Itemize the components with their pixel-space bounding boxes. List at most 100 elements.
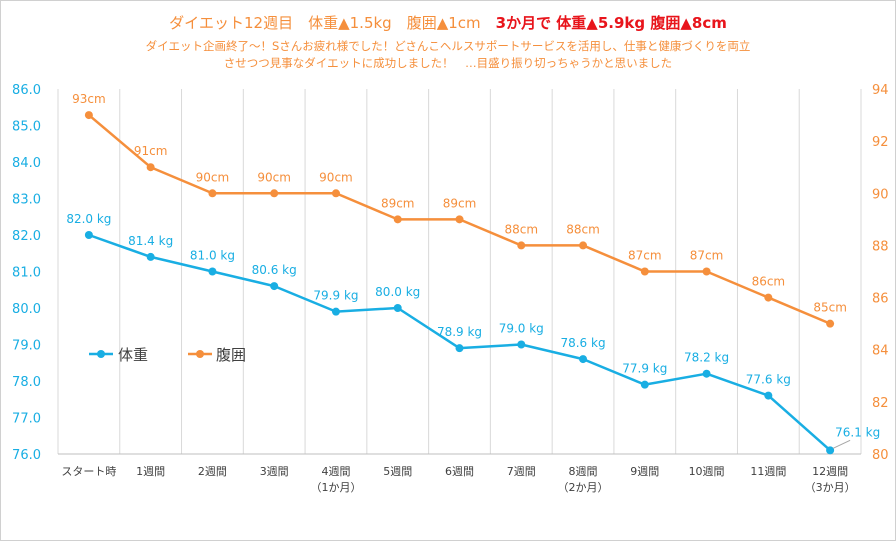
left-axis-ticks: 76.0 77.0 78.0 79.0 80.0 81.0 82.0 83.0 84.0 85.0…: [12, 83, 41, 463]
chart-title: ダイエット12週目 体重▲1.5kg 腹囲▲1cm 3か月で 体重▲5.9kg …: [169, 14, 727, 32]
data-point: [579, 241, 588, 250]
data-point: [455, 344, 464, 353]
left-axis-tick-label: 78.0: [12, 375, 41, 390]
data-label: 85cm: [813, 301, 847, 315]
x-axis-category-label: 1週間: [136, 465, 165, 478]
data-point: [826, 446, 835, 455]
x-axis-category-label: 5週間: [383, 465, 412, 478]
x-axis-category-label: （3か月）: [805, 481, 856, 494]
data-label: 87cm: [690, 249, 724, 263]
data-point: [270, 189, 279, 198]
data-label: 90cm: [196, 170, 230, 184]
right-axis-tick-label: 94: [872, 83, 889, 98]
data-label: 78.6 kg: [560, 336, 605, 350]
data-label: 82.0 kg: [66, 212, 111, 226]
data-point: [640, 380, 649, 389]
data-label: 81.4 kg: [128, 234, 173, 248]
right-axis-tick-label: 82: [872, 396, 889, 411]
data-label: 90cm: [257, 170, 291, 184]
x-axis-category-label: 11週間: [750, 465, 786, 478]
series-weight: 82.0 kg 81.4 kg 81.0 kg 80.6 kg 79.9 kg 80.0 …: [66, 212, 880, 455]
data-label: 91cm: [134, 144, 168, 158]
data-label: 89cm: [381, 196, 415, 210]
legend-weight-marker: [97, 350, 105, 358]
data-point: [702, 369, 711, 378]
chart-title-part-2: 3か月で 体重▲5.9kg 腹囲▲8cm: [496, 14, 727, 32]
x-axis-category-label: 4週間: [321, 465, 350, 478]
data-point: [270, 282, 279, 291]
data-point: [764, 391, 773, 400]
data-point: [84, 111, 93, 120]
x-axis-category-label: （2か月）: [558, 481, 609, 494]
data-point: [517, 241, 526, 250]
data-label: 79.0 kg: [499, 322, 544, 336]
chart-title-area: ダイエット12週目 体重▲1.5kg 腹囲▲1cm 3か月で 体重▲5.9kg …: [146, 14, 751, 70]
data-point: [331, 189, 340, 198]
data-point: [146, 163, 155, 172]
left-axis-tick-label: 83.0: [12, 193, 41, 208]
data-point: [208, 267, 217, 276]
x-axis-category-label: 8週間: [569, 465, 598, 478]
data-label: 79.9 kg: [313, 289, 358, 303]
data-label: 80.6 kg: [252, 263, 297, 277]
series-waist: 93cm 91cm 90cm 90cm 90cm 89cm 89cm 88cm 88cm 87cm…: [72, 92, 847, 328]
left-axis-tick-label: 79.0: [12, 339, 41, 354]
data-label: 81.0 kg: [190, 249, 235, 263]
series-layer: 82.0 kg 81.4 kg 81.0 kg 80.6 kg 79.9 kg 80.0 …: [66, 92, 880, 455]
right-axis-tick-label: 86: [872, 292, 889, 307]
data-label: 78.2 kg: [684, 351, 729, 365]
data-label-leader: [832, 439, 851, 449]
left-axis-tick-label: 81.0: [12, 266, 41, 281]
data-point: [640, 267, 649, 276]
left-axis-tick-label: 77.0: [12, 412, 41, 427]
right-axis-tick-label: 80: [872, 448, 889, 463]
left-axis-tick-label: 80.0: [12, 302, 41, 317]
left-axis-tick-label: 82.0: [12, 229, 41, 244]
x-axis-category-label: 12週間: [812, 465, 848, 478]
data-label: 88cm: [504, 222, 538, 236]
legend: 体重 腹囲: [89, 346, 246, 364]
right-axis-tick-label: 90: [872, 187, 889, 202]
data-label: 86cm: [752, 275, 786, 289]
chart-subtitle-line-1: ダイエット企画終了～！Sさんお疲れ様でした！どさんこヘルスサポートサービスを活用…: [146, 39, 751, 53]
data-point: [579, 355, 588, 364]
x-axis-category-label: 2週間: [198, 465, 227, 478]
data-point: [84, 231, 93, 239]
data-point: [702, 267, 711, 276]
data-label: 77.6 kg: [746, 373, 791, 387]
data-point: [393, 304, 402, 312]
data-label: 77.9 kg: [622, 362, 667, 376]
x-axis-category-label: （1か月）: [310, 481, 361, 494]
right-axis-tick-label: 92: [872, 135, 889, 150]
left-axis-tick-label: 85.0: [12, 120, 41, 135]
chart-title-part-1: ダイエット12週目 体重▲1.5kg 腹囲▲1cm: [169, 14, 495, 32]
data-label: 87cm: [628, 249, 662, 263]
data-point: [208, 189, 217, 198]
legend-waist-marker: [196, 350, 204, 358]
data-point: [393, 215, 402, 224]
right-axis-tick-label: 88: [872, 239, 889, 254]
data-label: 80.0 kg: [375, 285, 420, 299]
data-point: [826, 319, 835, 328]
x-axis-category-label: 7週間: [507, 465, 536, 478]
data-point: [455, 215, 464, 224]
vertical-gridlines: [57, 89, 862, 454]
data-point: [146, 252, 155, 261]
legend-waist-label: 腹囲: [216, 346, 246, 364]
data-point: [517, 340, 526, 349]
data-label: 88cm: [566, 222, 600, 236]
x-axis-category-label: 3週間: [260, 465, 289, 478]
data-label: 93cm: [72, 92, 106, 106]
left-axis-tick-label: 76.0: [12, 448, 41, 463]
left-axis-tick-label: 86.0: [12, 83, 41, 98]
x-axis-category-label: 9週間: [630, 465, 659, 478]
data-label: 89cm: [443, 196, 477, 210]
x-axis-category-label: スタート時: [61, 465, 116, 478]
x-axis-category-label: 10週間: [689, 465, 725, 478]
x-axis-category-label: 6週間: [445, 465, 474, 478]
data-point: [331, 307, 340, 316]
data-label: 90cm: [319, 170, 353, 184]
legend-weight-label: 体重: [118, 346, 148, 364]
